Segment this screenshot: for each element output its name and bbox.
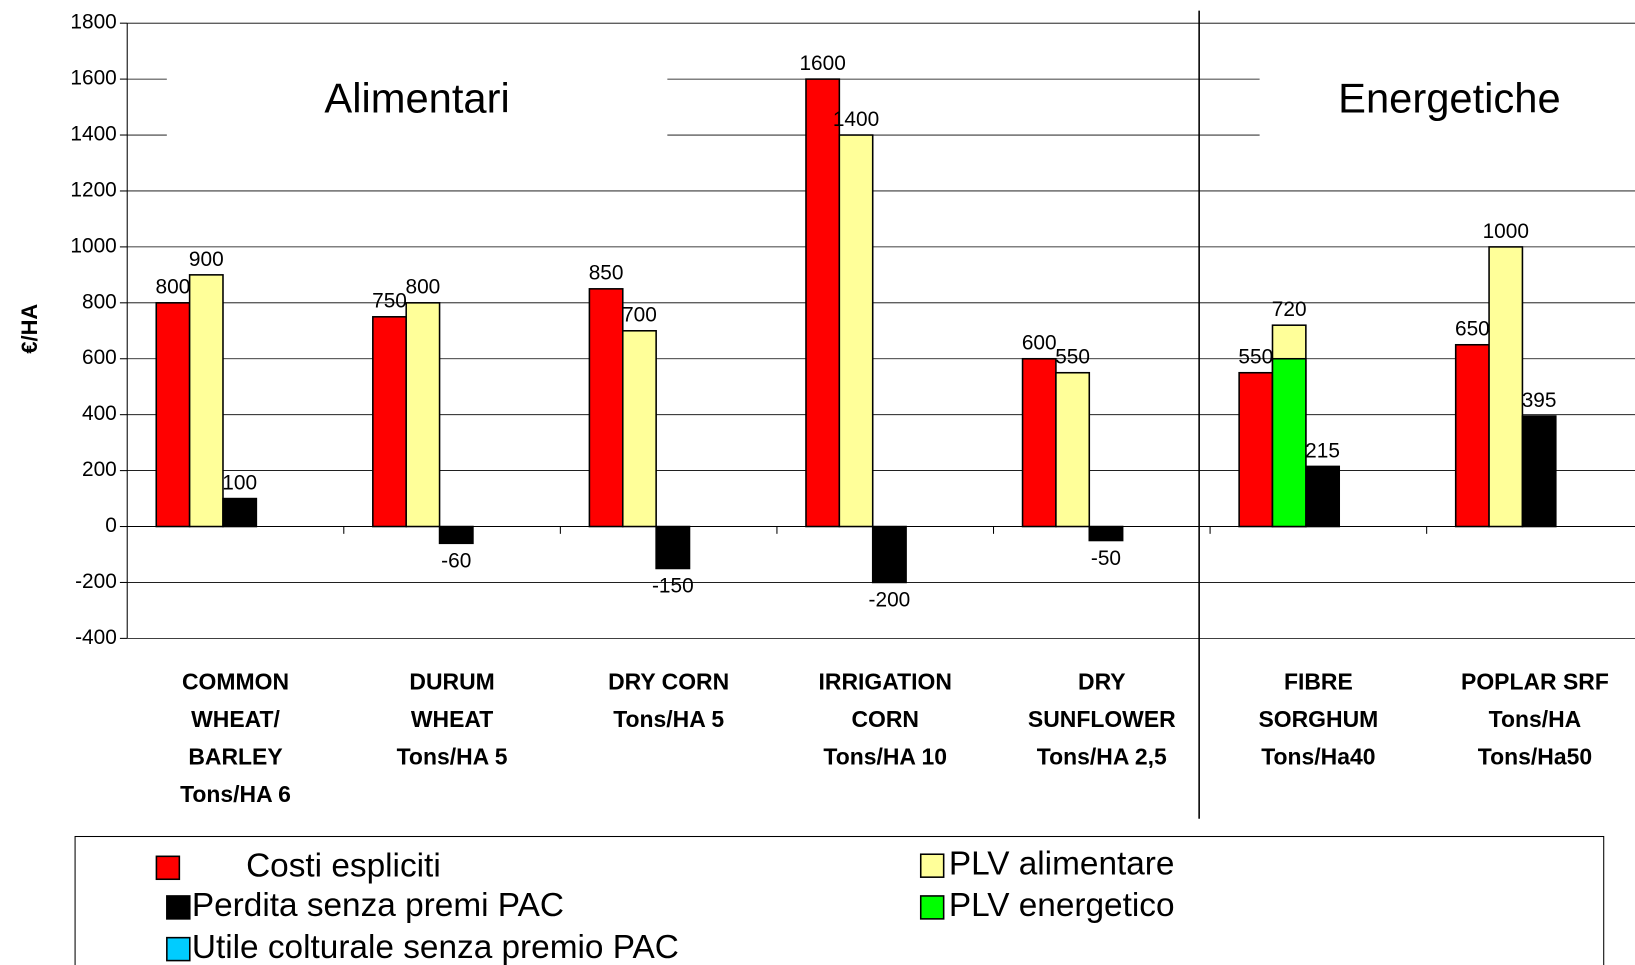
y-tick-label: 1600	[70, 67, 116, 90]
value-label: 700	[622, 304, 657, 327]
legend-swatch	[166, 895, 191, 920]
value-label: 1000	[1483, 220, 1529, 243]
y-tick-label: 600	[82, 346, 117, 369]
bar	[405, 302, 441, 528]
value-label: 395	[1522, 389, 1557, 412]
x-tick-label: DURUM	[409, 668, 494, 694]
bar	[188, 274, 224, 528]
x-tick-label: Tons/HA 5	[613, 706, 724, 732]
legend-swatch	[166, 936, 191, 962]
bar	[1521, 415, 1557, 528]
legend-box	[74, 835, 1605, 965]
value-label: -50	[1091, 547, 1121, 570]
x-tick-label: SUNFLOWER	[1028, 706, 1176, 732]
title: Alimentari	[324, 74, 509, 121]
y-axis-label: €/HA	[17, 304, 42, 354]
bar	[1488, 246, 1524, 528]
value-label: -200	[869, 589, 911, 612]
x-tick-label: DRY	[1078, 668, 1126, 694]
y-tick-label: -400	[75, 626, 117, 649]
x-tick-label: COMMON	[182, 668, 289, 694]
y-tick-label: 800	[82, 290, 117, 313]
value-label: 215	[1305, 439, 1340, 462]
y-tick-label: 1000	[70, 234, 116, 257]
bar	[805, 78, 841, 528]
bar	[838, 134, 874, 528]
value-label: 1400	[833, 108, 879, 131]
title-bg	[166, 73, 668, 136]
legend-swatch	[155, 855, 181, 881]
legend-label: Perdita senza premi PAC	[192, 887, 564, 924]
bar	[372, 316, 407, 528]
x-tick-label: BARLEY	[188, 743, 282, 769]
value-label: 900	[189, 248, 224, 271]
y-tick-label: 0	[105, 514, 117, 537]
x-tick-label: SORGHUM	[1258, 706, 1378, 732]
y-tick-label: -200	[75, 570, 117, 593]
x-tick-label: POPLAR SRF	[1461, 668, 1609, 694]
x-tick-label: Tons/HA 5	[397, 743, 508, 769]
bar	[1305, 465, 1341, 528]
x-tick-label: IRRIGATION	[819, 668, 952, 694]
value-label: 650	[1455, 318, 1490, 341]
bar	[155, 302, 191, 528]
bar	[1454, 343, 1490, 528]
x-tick-label: Tons/HA 2,5	[1037, 743, 1167, 769]
value-label: 800	[156, 276, 191, 299]
value-label: 550	[1055, 346, 1090, 369]
x-tick-label: Tons/HA 10	[823, 743, 947, 769]
x-tick-label: FIBRE	[1284, 668, 1353, 694]
x-tick-label: Tons/Ha50	[1478, 743, 1592, 769]
legend-label: PLV energetico	[949, 887, 1175, 924]
y-tick-label: 1800	[70, 11, 116, 34]
bar	[1238, 371, 1274, 528]
x-tick-label: WHEAT/	[191, 706, 280, 732]
x-tick-label: DRY CORN	[608, 668, 729, 694]
x-tick-label: Tons/Ha40	[1261, 743, 1375, 769]
value-label: 1600	[799, 52, 845, 75]
bar	[1021, 357, 1057, 528]
y-tick-label: 1200	[70, 178, 116, 201]
value-label: 600	[1022, 332, 1057, 355]
bar	[1088, 525, 1124, 542]
x-tick-label: WHEAT	[411, 706, 493, 732]
value-label: -60	[441, 550, 471, 573]
bar	[1055, 371, 1091, 528]
x-tick-label: Tons/HA 6	[180, 781, 291, 807]
value-label: 750	[372, 290, 407, 313]
y-tick-label: 1400	[70, 123, 116, 146]
x-tick-label: Tons/HA	[1489, 706, 1582, 732]
value-label: 850	[589, 262, 624, 285]
legend-label: Utile colturale senza premio PAC	[192, 929, 679, 965]
legend-label: PLV alimentare	[949, 846, 1175, 883]
value-label: 800	[405, 276, 440, 299]
bar	[1271, 357, 1307, 528]
legend-label: Costi espliciti	[246, 848, 441, 885]
y-tick-label: 400	[82, 402, 117, 425]
bar	[655, 525, 691, 570]
bar	[621, 330, 657, 528]
bar	[588, 288, 624, 528]
value-label: -150	[652, 575, 694, 598]
legend-swatch	[919, 853, 945, 878]
value-label: 550	[1238, 346, 1273, 369]
bar	[222, 497, 258, 528]
value-label: 100	[222, 471, 257, 494]
y-tick-label: 200	[82, 458, 117, 481]
bar	[871, 525, 907, 584]
x-tick-label: CORN	[851, 706, 919, 732]
legend-swatch	[919, 895, 945, 920]
title: Energetiche	[1338, 74, 1560, 121]
bar	[438, 525, 474, 545]
title-bg	[1259, 73, 1635, 136]
value-label: 720	[1272, 298, 1307, 321]
